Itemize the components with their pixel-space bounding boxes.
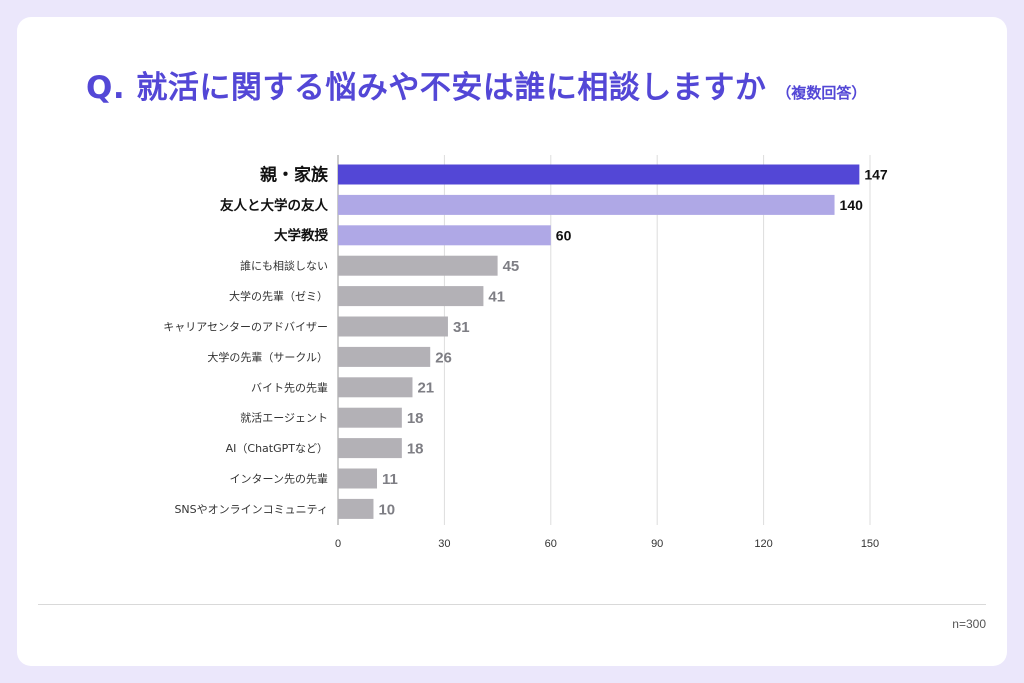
bar	[338, 498, 374, 519]
value-label: 26	[435, 349, 452, 366]
x-tick-label: 0	[335, 538, 341, 550]
chart-title-sub: （複数回答）	[776, 84, 867, 102]
value-label: 31	[453, 319, 470, 336]
category-label: バイト先の先輩	[251, 380, 328, 394]
category-label: 親・家族	[260, 165, 329, 186]
value-label: 60	[556, 227, 572, 243]
value-label: 45	[503, 258, 520, 275]
category-label: 大学教授	[274, 227, 328, 244]
bar	[338, 377, 413, 398]
category-label: インターン先の先輩	[230, 471, 328, 485]
category-label: 友人と大学の友人	[220, 197, 328, 214]
x-tick-label: 30	[438, 538, 450, 550]
bar	[338, 286, 484, 307]
category-label: キャリアセンターのアドバイザー	[163, 320, 328, 333]
value-label: 18	[407, 410, 424, 427]
value-label: 21	[417, 380, 434, 397]
sample-size-note: n=300	[952, 617, 986, 631]
bar	[338, 225, 551, 246]
value-label: 10	[378, 501, 395, 518]
category-label: SNSやオンラインコミュニティ	[174, 503, 328, 516]
category-label: 大学の先輩（サークル）	[207, 350, 328, 364]
x-tick-label: 120	[754, 538, 772, 550]
bar	[338, 255, 498, 276]
bar	[338, 194, 835, 215]
value-label: 41	[488, 289, 505, 306]
bar	[338, 407, 402, 428]
category-label: AI（ChatGPTなど）	[226, 442, 328, 455]
x-tick-label: 150	[861, 538, 879, 550]
bar	[338, 346, 431, 367]
bar	[338, 438, 402, 459]
category-label: 大学の先輩（ゼミ）	[229, 289, 328, 303]
value-label: 147	[864, 167, 888, 183]
value-label: 140	[840, 197, 864, 213]
bar	[338, 164, 860, 185]
value-label: 11	[382, 471, 398, 488]
value-label: 18	[407, 441, 424, 458]
chart-title-main: Q. 就活に関する悩みや不安は誰に相談しますか	[86, 70, 767, 106]
x-tick-label: 90	[651, 538, 663, 550]
chart-card	[17, 17, 1007, 666]
bar	[338, 468, 378, 489]
chart-title: Q. 就活に関する悩みや不安は誰に相談しますか （複数回答）	[86, 62, 866, 112]
x-tick-label: 60	[545, 538, 557, 550]
footer-divider	[38, 604, 986, 605]
category-label: 就活エージェント	[240, 411, 328, 425]
category-label: 誰にも相談しない	[240, 259, 328, 273]
bar	[338, 316, 448, 337]
